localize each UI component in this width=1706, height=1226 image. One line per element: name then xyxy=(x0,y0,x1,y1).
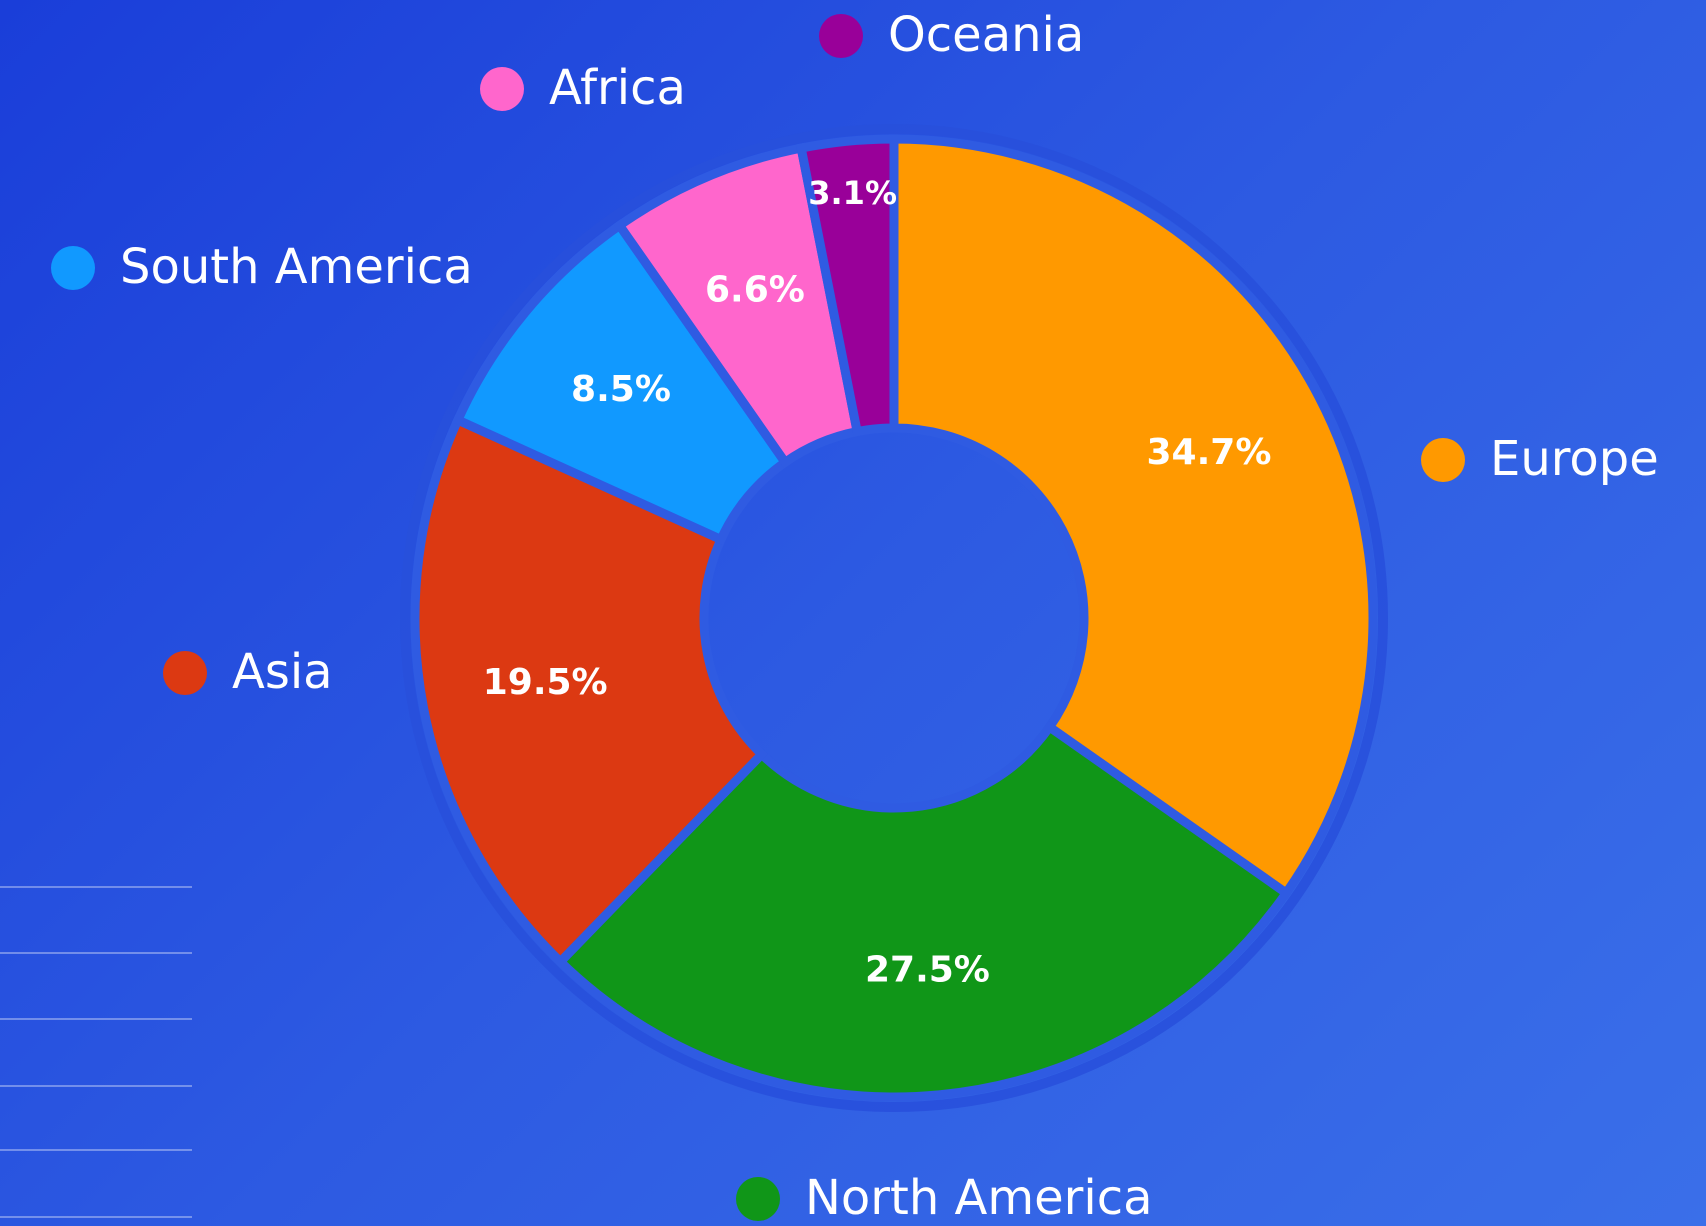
value-label: 3.1% xyxy=(808,174,897,212)
slice xyxy=(410,414,769,969)
slice xyxy=(795,134,899,437)
slice xyxy=(554,720,1293,1102)
value-label: 19.5% xyxy=(483,662,608,703)
legend-label: Asia xyxy=(232,644,333,700)
slice xyxy=(451,219,792,546)
legend-label: North America xyxy=(805,1170,1153,1226)
value-label: 8.5% xyxy=(571,369,671,410)
decoration xyxy=(0,886,192,1218)
legend-marker xyxy=(480,67,524,111)
value-label: 34.7% xyxy=(1147,432,1272,473)
legend-marker xyxy=(51,246,95,290)
legend-label: South America xyxy=(120,239,473,295)
slice xyxy=(889,134,1378,900)
legend-marker xyxy=(819,14,863,58)
ring-border xyxy=(400,124,1388,1112)
legend-label: Oceania xyxy=(888,7,1084,63)
value-label: 27.5% xyxy=(865,949,990,990)
legend-label: Europe xyxy=(1490,431,1659,487)
legend-marker xyxy=(163,651,207,695)
legend-marker xyxy=(1421,438,1465,482)
legend-marker xyxy=(736,1177,780,1221)
legend-label: Africa xyxy=(549,60,686,116)
value-label: 6.6% xyxy=(705,269,805,310)
